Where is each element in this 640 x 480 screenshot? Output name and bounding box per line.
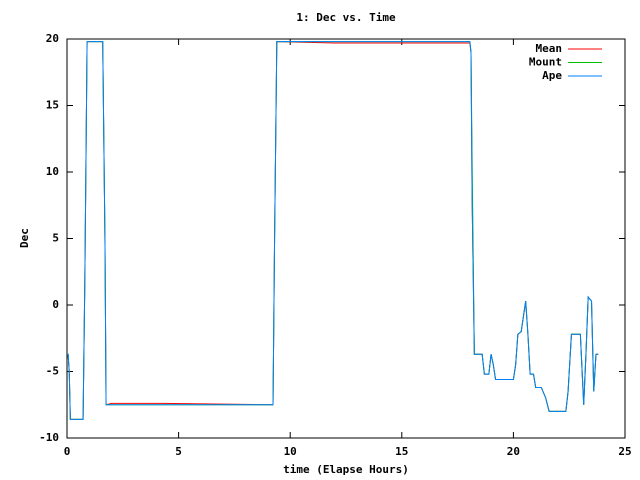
- legend-label: Mount: [529, 56, 562, 69]
- y-tick-label: 20: [46, 32, 59, 45]
- x-tick-label: 20: [507, 445, 520, 458]
- series-line: [67, 41, 599, 420]
- y-axis-label: Dec: [18, 228, 31, 248]
- y-tick-label: -10: [39, 431, 59, 444]
- legend-label: Mean: [536, 42, 563, 55]
- x-tick-label: 25: [618, 445, 631, 458]
- plot-border: [66, 38, 626, 439]
- x-tick-label: 15: [395, 445, 408, 458]
- y-tick-label: 5: [52, 232, 59, 245]
- y-tick-label: 0: [52, 298, 59, 311]
- y-tick-label: 15: [46, 99, 59, 112]
- legend-label: Ape: [542, 69, 562, 82]
- x-tick-label: 5: [175, 445, 182, 458]
- x-tick-label: 0: [64, 445, 71, 458]
- y-tick-label: -5: [46, 365, 59, 378]
- chart-title: 1: Dec vs. Time: [296, 11, 396, 24]
- y-tick-label: 10: [46, 165, 59, 178]
- series-line: [67, 41, 599, 420]
- x-tick-label: 10: [284, 445, 297, 458]
- x-axis-label: time (Elapse Hours): [283, 463, 409, 476]
- series-line: [67, 41, 599, 420]
